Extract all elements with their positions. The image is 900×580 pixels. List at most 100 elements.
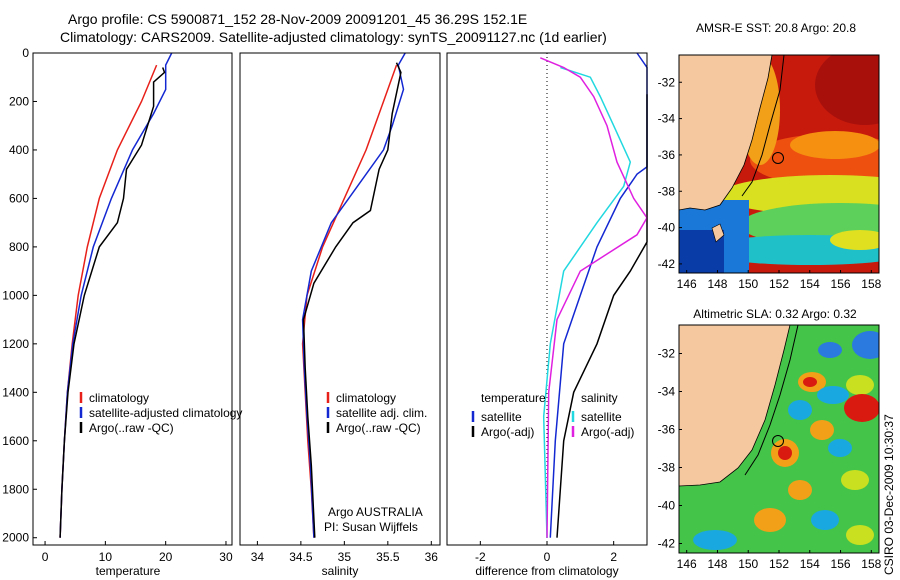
map-x-tick-label: 150 — [738, 557, 758, 571]
y-tick-label: 1400 — [2, 385, 29, 399]
x-tick-label-salinity: 34.5 — [289, 550, 313, 564]
map-y-tick-label: -32 — [658, 347, 676, 361]
legend-group-title: salinity — [581, 391, 618, 405]
salinity-climatology-line — [301, 64, 398, 538]
difference-temperature-argo-adj-line — [556, 94, 648, 538]
difference-panel: -2 0 2 temperaturesatelliteArgo(-adj)salin… — [446, 52, 648, 578]
temperature-panel: 0 10 20 30 0 200 400 600 800 1000 1200 1400 1600 1800… — [2, 46, 242, 578]
y-tick-label: 2000 — [2, 531, 29, 545]
difference-xlabel: difference from climatology — [475, 564, 618, 578]
x-tick-label-salinity: 36 — [425, 550, 439, 564]
map-x-tick-label: 146 — [677, 277, 697, 291]
map-y-tick-label: -34 — [658, 112, 676, 126]
map-x-tick-label: 156 — [831, 277, 851, 291]
x-tick-label-salinity: 35 — [338, 550, 352, 564]
sst-map-axes: 146 148 150 152 154 156 158 -32 -34 -36 -38 -40 -42 — [658, 75, 882, 291]
difference-salinity-argo-adj-line — [540, 57, 648, 538]
map-x-tick-label: 148 — [707, 557, 727, 571]
csiro-timestamp: CSIRO 03-Dec-2009 10:30:37 — [882, 414, 896, 575]
figure-title-line1: Argo profile: CS 5900871_152 28-Nov-2009… — [68, 11, 527, 27]
legend-label: climatology — [336, 391, 396, 405]
temperature-xlabel: temperature — [96, 564, 161, 578]
sla-map-axes: 146 148 150 152 154 156 158 -32 -34 -36 -38 -40 -42 — [658, 347, 882, 572]
salinity-argo-raw-qc-line — [302, 62, 402, 538]
x-tick-label-temperature: 20 — [159, 550, 173, 564]
map-x-tick-label: 150 — [738, 277, 758, 291]
x-tick-label-difference: 2 — [610, 550, 617, 564]
map-y-tick-label: -38 — [658, 184, 676, 198]
map-y-tick-label: -32 — [658, 75, 676, 89]
map-y-tick-label: -40 — [658, 221, 676, 235]
legend-label: Argo(-adj) — [481, 425, 534, 439]
map-x-tick-label: 156 — [831, 557, 851, 571]
x-tick-label-temperature: 10 — [99, 550, 113, 564]
sla-map-panel: Altimetric SLA: 0.32 Argo: 0.32 — [658, 307, 882, 572]
map-y-tick-label: -42 — [658, 537, 676, 551]
sla-argo-marker — [772, 435, 784, 447]
legend-label: satellite adj. clim. — [336, 406, 427, 420]
map-y-tick-label: -40 — [658, 499, 676, 513]
legend-label: Argo(-adj) — [581, 425, 634, 439]
legend-label: Argo(..raw -QC) — [336, 421, 421, 435]
salinity-plot-area: 34 34.5 35 35.5 36 — [251, 52, 439, 564]
x-tick-label-salinity: 35.5 — [376, 550, 400, 564]
map-y-tick-label: -38 — [658, 461, 676, 475]
difference-axes-frame — [446, 52, 648, 546]
map-x-tick-label: 146 — [677, 557, 697, 571]
pi-credit: PI: Susan Wijffels — [324, 520, 418, 534]
sla-map-field — [679, 325, 879, 553]
temperature-argo-raw-qc-line — [59, 67, 166, 538]
sst-argo-marker — [772, 152, 784, 164]
y-tick-label: 800 — [9, 240, 29, 254]
sla-map-title: Altimetric SLA: 0.32 Argo: 0.32 — [693, 307, 857, 321]
y-tick-label: 1200 — [2, 337, 29, 351]
legend-label: climatology — [89, 391, 149, 405]
salinity-xlabel: salinity — [322, 564, 359, 578]
sst-map-field — [679, 55, 879, 273]
difference-legend: temperaturesatelliteArgo(-adj)salinitysa… — [471, 391, 634, 439]
figure-title-line2: Climatology: CARS2009. Satellite-adjuste… — [60, 29, 607, 45]
temperature-climatology-line — [59, 64, 158, 538]
salinity-axes-frame — [239, 52, 441, 546]
y-tick-label: 1000 — [2, 288, 29, 302]
x-tick-label-salinity: 34 — [251, 550, 265, 564]
map-x-tick-label: 152 — [769, 557, 789, 571]
salinity-satellite-adj-clim-line — [301, 52, 406, 538]
map-y-tick-label: -42 — [658, 257, 676, 271]
y-tick-label: 200 — [9, 94, 29, 108]
legend-label: satellite — [481, 410, 522, 424]
y-tick-label: 0 — [22, 46, 29, 60]
y-tick-label: 600 — [9, 191, 29, 205]
x-tick-label-temperature: 0 — [42, 550, 49, 564]
legend-group-title: temperature — [481, 391, 546, 405]
difference-temperature-satellite-line — [549, 52, 648, 538]
map-x-tick-label: 148 — [707, 277, 727, 291]
map-y-tick-label: -36 — [658, 148, 676, 162]
sst-map-title: AMSR-E SST: 20.8 Argo: 20.8 — [696, 21, 856, 35]
map-x-tick-label: 154 — [800, 277, 820, 291]
temperature-satellite-adjusted-climatology-line — [59, 52, 173, 538]
difference-salinity-satellite-line — [542, 66, 632, 538]
legend-label: Argo(..raw -QC) — [89, 421, 174, 435]
temperature-plot-area: 0 10 20 30 0 200 400 600 800 1000 1200 1400 1600 1800… — [2, 46, 233, 564]
map-x-tick-label: 154 — [800, 557, 820, 571]
difference-plot-area: -2 0 2 — [475, 52, 648, 564]
map-x-tick-label: 152 — [769, 277, 789, 291]
y-tick-label: 400 — [9, 143, 29, 157]
map-x-tick-label: 158 — [861, 277, 881, 291]
map-y-tick-label: -36 — [658, 423, 676, 437]
y-tick-label: 1600 — [2, 434, 29, 448]
sst-map-panel: AMSR-E SST: 20.8 Argo: 20.8 146 148 150 152… — [658, 21, 882, 291]
legend-label: satellite-adjusted climatology — [89, 406, 242, 420]
temperature-axes-frame — [32, 52, 233, 546]
map-y-tick-label: -34 — [658, 385, 676, 399]
map-x-tick-label: 158 — [861, 557, 881, 571]
x-tick-label-difference: 0 — [544, 550, 551, 564]
legend-label: satellite — [581, 410, 622, 424]
x-tick-label-temperature: 30 — [219, 550, 233, 564]
y-tick-label: 1800 — [2, 482, 29, 496]
